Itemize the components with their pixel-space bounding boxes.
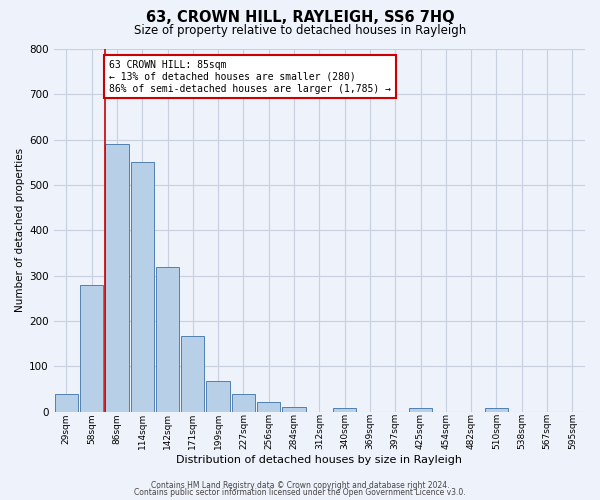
X-axis label: Distribution of detached houses by size in Rayleigh: Distribution of detached houses by size … <box>176 455 463 465</box>
Bar <box>181 336 205 411</box>
Text: Contains public sector information licensed under the Open Government Licence v3: Contains public sector information licen… <box>134 488 466 497</box>
Bar <box>333 408 356 412</box>
Bar <box>131 162 154 412</box>
Bar <box>156 266 179 412</box>
Text: 63 CROWN HILL: 85sqm
← 13% of detached houses are smaller (280)
86% of semi-deta: 63 CROWN HILL: 85sqm ← 13% of detached h… <box>109 60 391 94</box>
Bar <box>409 408 432 412</box>
Bar <box>206 381 230 412</box>
Bar <box>232 394 255 411</box>
Text: 63, CROWN HILL, RAYLEIGH, SS6 7HQ: 63, CROWN HILL, RAYLEIGH, SS6 7HQ <box>146 10 454 25</box>
Bar <box>257 402 280 411</box>
Bar <box>105 144 128 411</box>
Bar <box>283 407 305 412</box>
Bar <box>485 408 508 412</box>
Bar <box>55 394 78 411</box>
Y-axis label: Number of detached properties: Number of detached properties <box>15 148 25 312</box>
Text: Contains HM Land Registry data © Crown copyright and database right 2024.: Contains HM Land Registry data © Crown c… <box>151 481 449 490</box>
Text: Size of property relative to detached houses in Rayleigh: Size of property relative to detached ho… <box>134 24 466 37</box>
Bar <box>80 284 103 412</box>
